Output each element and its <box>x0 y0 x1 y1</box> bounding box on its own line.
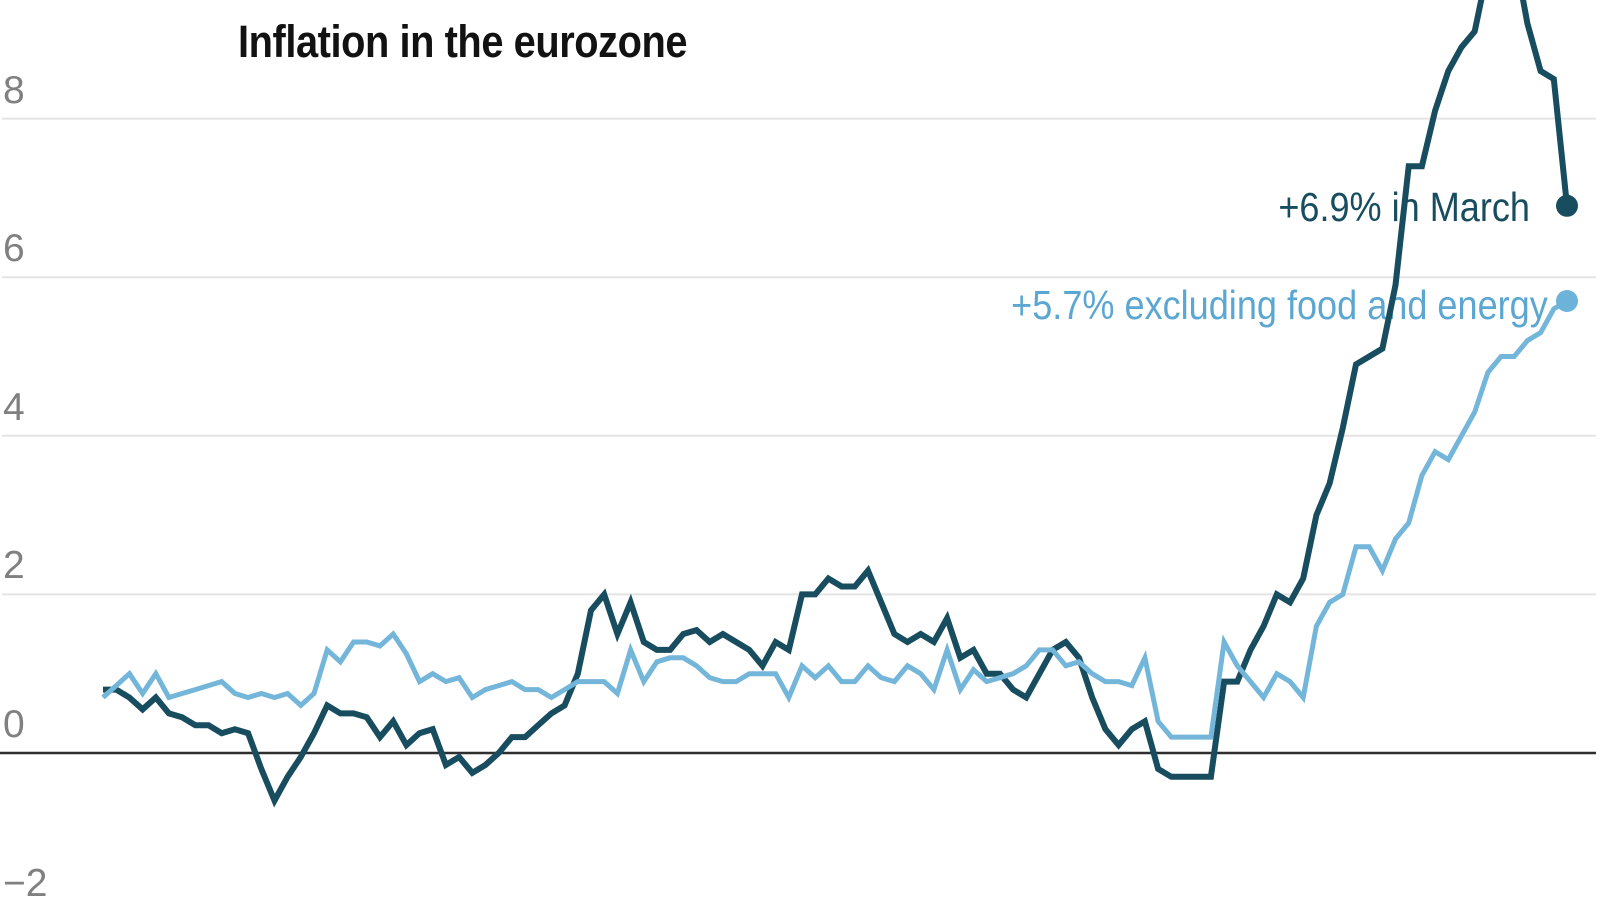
headline-series-label: +6.9% in March <box>1278 184 1530 230</box>
y-tick-8: 8 <box>3 69 25 112</box>
y-tick-0: 0 <box>3 703 25 746</box>
chart-title: Inflation in the eurozone <box>238 16 688 67</box>
y-tick-4: 4 <box>3 386 25 429</box>
y-tick-6: 6 <box>3 227 25 270</box>
y-tick-2: 2 <box>3 544 25 587</box>
y-tick-minus2: −2 <box>3 862 48 900</box>
core-series-label: +5.7% excluding food and energy <box>1011 282 1548 328</box>
